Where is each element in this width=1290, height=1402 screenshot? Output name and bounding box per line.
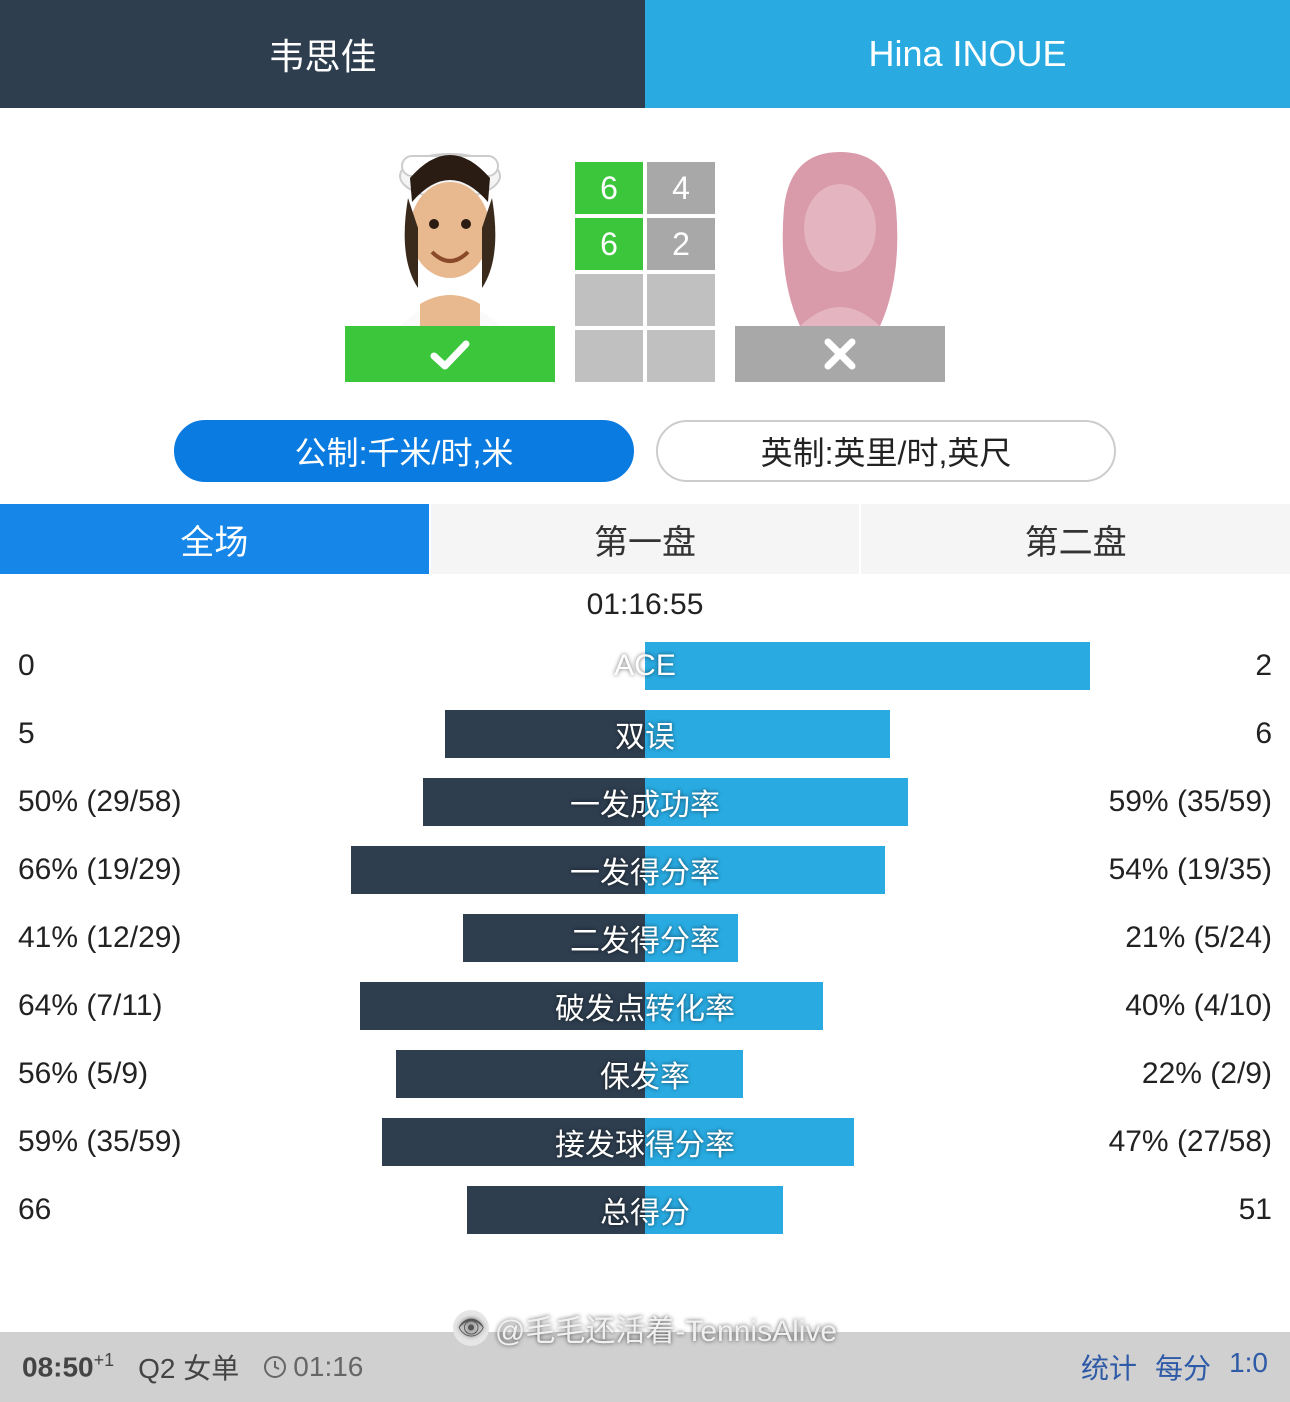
player2-photo [735, 138, 945, 326]
unit-metric-button[interactable]: 公制:千米/时,米 [174, 420, 634, 482]
watermark-text: @毛毛还活着-TennisAlive [495, 1306, 837, 1350]
stat-value-right: 21% (5/24) [1125, 921, 1272, 955]
bottom-link-points[interactable]: 每分 [1155, 1347, 1211, 1387]
stat-value-right: 40% (4/10) [1125, 989, 1272, 1023]
clock-icon [263, 1355, 287, 1379]
player1-card [345, 138, 555, 382]
stat-value-left: 64% (7/11) [18, 989, 163, 1023]
player-header: 韦思佳 Hina INOUE [0, 0, 1290, 108]
player1-photo [345, 138, 555, 326]
stat-bar-right [645, 710, 890, 758]
stat-label: 保发率 [600, 1052, 690, 1096]
player2-card [735, 138, 945, 382]
player2-result-lose [735, 326, 945, 382]
score-cell-empty [647, 274, 715, 326]
score-cell-p1: 6 [575, 218, 643, 270]
unit-metric-label: 公制:千米/时,米 [295, 428, 514, 474]
score-cell-empty [575, 274, 643, 326]
stat-value-right: 2 [1255, 649, 1272, 683]
score-cell-empty [575, 330, 643, 382]
set-tabs: 全场第一盘第二盘 [0, 504, 1290, 574]
stat-value-right: 22% (2/9) [1142, 1057, 1272, 1091]
match-duration: 01:16:55 [0, 574, 1290, 632]
stat-label: 破发点转化率 [555, 984, 735, 1028]
weibo-icon: 👁 [453, 1310, 489, 1346]
stat-value-left: 59% (35/59) [18, 1125, 181, 1159]
stat-row: 59% (35/59) 47% (27/58) 接发球得分率 [0, 1108, 1290, 1176]
score-cell-p1: 6 [575, 162, 643, 214]
stat-row: 50% (29/58) 59% (35/59) 一发成功率 [0, 768, 1290, 836]
stat-value-right: 59% (35/59) [1109, 785, 1272, 819]
stat-row: 66% (19/29) 54% (19/35) 一发得分率 [0, 836, 1290, 904]
stat-label: 二发得分率 [570, 916, 720, 960]
stat-label: 双误 [615, 712, 675, 756]
bottom-round: Q2 女单 [138, 1347, 239, 1387]
stat-row: 0 2 ACE [0, 632, 1290, 700]
stat-row: 66 51 总得分 [0, 1176, 1290, 1244]
set-tab-2[interactable]: 第二盘 [861, 504, 1290, 574]
score-cell-p2: 4 [647, 162, 715, 214]
stat-label: 一发成功率 [570, 780, 720, 824]
player2-tab[interactable]: Hina INOUE [645, 0, 1290, 108]
stat-row: 41% (12/29) 21% (5/24) 二发得分率 [0, 904, 1290, 972]
player1-result-win [345, 326, 555, 382]
bottom-left: 08:50+1 Q2 女单 01:16 [22, 1347, 363, 1387]
player1-name: 韦思佳 [268, 28, 376, 80]
set-tab-1[interactable]: 第一盘 [431, 504, 862, 574]
stat-label: 一发得分率 [570, 848, 720, 892]
stat-label: 接发球得分率 [555, 1120, 735, 1164]
score-cell-p2: 2 [647, 218, 715, 270]
bottom-time: 08:50+1 [22, 1350, 114, 1383]
bottom-link-stats[interactable]: 统计 [1081, 1347, 1137, 1387]
score-cell-empty [647, 330, 715, 382]
stat-row: 56% (5/9) 22% (2/9) 保发率 [0, 1040, 1290, 1108]
stat-label: 总得分 [600, 1188, 690, 1232]
stat-value-right: 51 [1239, 1193, 1272, 1227]
stats-panel: 0 2 ACE 5 6 双误 50% (29/58) 59% (35/59) 一发成功率 66% … [0, 632, 1290, 1244]
player2-name: Hina INOUE [868, 33, 1066, 75]
score-grid: 6462 [575, 162, 715, 382]
bottom-clock: 01:16 [263, 1351, 363, 1383]
stat-value-left: 66% (19/29) [18, 853, 181, 887]
stat-value-left: 0 [18, 649, 35, 683]
stat-label: ACE [614, 649, 676, 683]
unit-imperial-label: 英制:英里/时,英尺 [761, 428, 1012, 474]
stat-value-left: 5 [18, 717, 35, 751]
stat-value-left: 66 [18, 1193, 51, 1227]
stat-value-left: 56% (5/9) [18, 1057, 148, 1091]
bottom-right: 统计 每分 1:0 [1081, 1347, 1268, 1387]
unit-imperial-button[interactable]: 英制:英里/时,英尺 [656, 420, 1116, 482]
stat-value-right: 6 [1255, 717, 1272, 751]
stat-value-left: 41% (12/29) [18, 921, 181, 955]
x-icon [818, 332, 862, 376]
bottom-score: 1:0 [1229, 1347, 1268, 1387]
stat-value-left: 50% (29/58) [18, 785, 181, 819]
stat-value-right: 47% (27/58) [1109, 1125, 1272, 1159]
stat-row: 64% (7/11) 40% (4/10) 破发点转化率 [0, 972, 1290, 1040]
unit-selector: 公制:千米/时,米 英制:英里/时,英尺 [0, 402, 1290, 504]
set-tab-0[interactable]: 全场 [0, 504, 431, 574]
stat-bar-right [645, 642, 1090, 690]
check-icon [428, 332, 472, 376]
watermark: 👁 @毛毛还活着-TennisAlive [0, 1306, 1290, 1350]
scoreboard: 6462 [0, 108, 1290, 402]
player1-tab[interactable]: 韦思佳 [0, 0, 645, 108]
stat-row: 5 6 双误 [0, 700, 1290, 768]
stat-value-right: 54% (19/35) [1109, 853, 1272, 887]
